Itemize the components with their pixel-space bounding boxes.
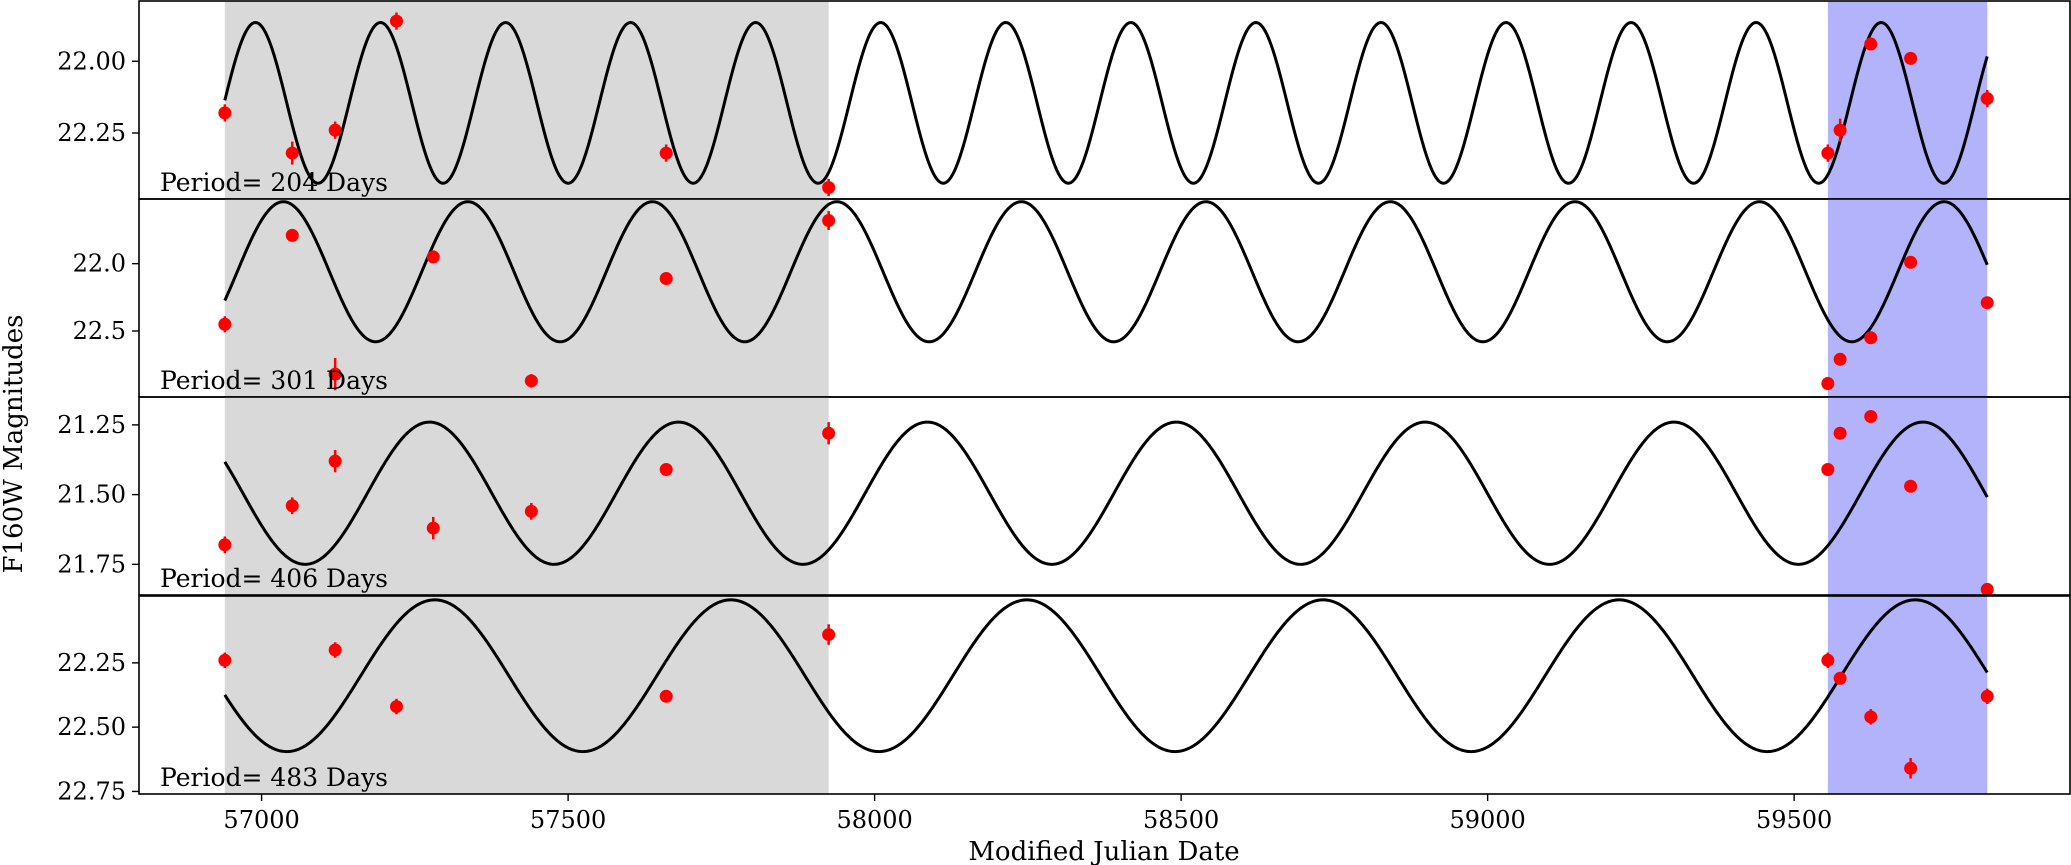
- y-tick-label: 22.25: [57, 649, 126, 677]
- data-point: [659, 146, 673, 160]
- data-point: [1864, 410, 1878, 424]
- shaded-region-1: [224, 397, 829, 595]
- data-point: [1980, 582, 1994, 595]
- data-point: [328, 643, 342, 657]
- panel-4: 22.25 22.50 22.75 Period= 483 Days: [57, 595, 2071, 805]
- data-point: [1833, 123, 1847, 137]
- data-point: [524, 374, 538, 388]
- y-tick-label: 22.25: [57, 119, 126, 147]
- x-tick-label: 59000: [1449, 806, 1525, 834]
- x-tick-label: 57500: [530, 806, 606, 834]
- data-point: [218, 317, 232, 331]
- data-point: [285, 228, 299, 242]
- x-tick-label: 57000: [223, 806, 299, 834]
- data-point: [285, 146, 299, 160]
- data-point: [822, 181, 836, 195]
- data-point: [1980, 689, 1994, 703]
- y-tick-label: 22.5: [73, 317, 126, 345]
- panel-frame: [138, 396, 2071, 596]
- shaded-region-1: [224, 596, 829, 794]
- y-tick-label: 21.50: [57, 481, 126, 509]
- data-point: [389, 700, 403, 714]
- data-point: [659, 463, 673, 477]
- data-point: [1833, 352, 1847, 366]
- shaded-region-2: [1827, 596, 1988, 794]
- panel-content: [218, 397, 1994, 595]
- shaded-region-2: [1827, 397, 1988, 595]
- shaded-region-1: [224, 1, 829, 199]
- data-point: [218, 538, 232, 552]
- data-point: [1864, 37, 1878, 51]
- data-point: [328, 454, 342, 468]
- data-point: [1821, 377, 1835, 391]
- period-label: Period= 204 Days: [160, 168, 388, 197]
- data-point: [524, 504, 538, 518]
- data-point: [1864, 710, 1878, 724]
- y-tick-label: 21.75: [57, 550, 126, 578]
- period-label: Period= 483 Days: [160, 763, 388, 792]
- period-label: Period= 406 Days: [160, 564, 388, 593]
- data-point: [218, 653, 232, 667]
- data-point: [659, 271, 673, 285]
- panel-content: [218, 199, 1994, 397]
- data-point: [1821, 653, 1835, 667]
- data-point: [1980, 296, 1994, 310]
- data-point: [1904, 51, 1918, 65]
- data-point: [426, 521, 440, 535]
- x-tick-label: 58500: [1143, 806, 1219, 834]
- shaded-region-2: [1827, 1, 1988, 199]
- y-tick-label: 22.50: [57, 713, 126, 741]
- data-point: [218, 106, 232, 120]
- data-point: [328, 367, 342, 381]
- panels-layer: 22.00 22.25 Period= 204 Days 22.0 22.5 Period…: [57, 0, 2071, 805]
- data-point: [1833, 671, 1847, 685]
- model-curve: [223, 420, 1989, 566]
- data-point: [822, 628, 836, 642]
- data-point: [659, 689, 673, 703]
- model-curve: [223, 200, 1989, 344]
- data-point: [1904, 479, 1918, 493]
- panel-1: 22.00 22.25 Period= 204 Days: [57, 0, 2071, 200]
- data-point: [822, 426, 836, 440]
- data-point: [426, 250, 440, 264]
- data-point: [1904, 761, 1918, 775]
- y-tick-label: 22.0: [73, 250, 126, 278]
- x-axis: 57000 57500 58000 58500 59000 59500: [223, 794, 1832, 834]
- x-tick-label: 59500: [1756, 806, 1832, 834]
- y-tick-label: 22.00: [57, 47, 126, 75]
- y-tick-label: 22.75: [57, 777, 126, 805]
- data-point: [1821, 146, 1835, 160]
- data-point: [1821, 463, 1835, 477]
- x-axis-label: Modified Julian Date: [968, 837, 1239, 865]
- model-curve: [223, 21, 1989, 185]
- data-point: [1864, 331, 1878, 345]
- x-tick-label: 58000: [836, 806, 912, 834]
- model-curve: [223, 598, 1989, 754]
- panel-content: [218, 596, 1994, 794]
- data-point: [1904, 255, 1918, 269]
- data-point: [1833, 426, 1847, 440]
- period-label: Period= 301 Days: [160, 366, 388, 395]
- y-tick-label: 21.25: [57, 411, 126, 439]
- panel-2: 22.0 22.5 Period= 301 Days: [73, 198, 2071, 398]
- data-point: [1980, 92, 1994, 106]
- y-axis-label: F160W Magnitudes: [0, 314, 29, 573]
- data-point: [822, 214, 836, 228]
- data-point: [389, 14, 403, 28]
- data-point: [328, 123, 342, 137]
- shaded-region-2: [1827, 199, 1988, 397]
- panel-content: [218, 1, 1994, 199]
- data-point: [285, 499, 299, 513]
- panel-frame: [138, 595, 2071, 795]
- panel-3: 21.25 21.50 21.75 Period= 406 Days: [57, 396, 2071, 596]
